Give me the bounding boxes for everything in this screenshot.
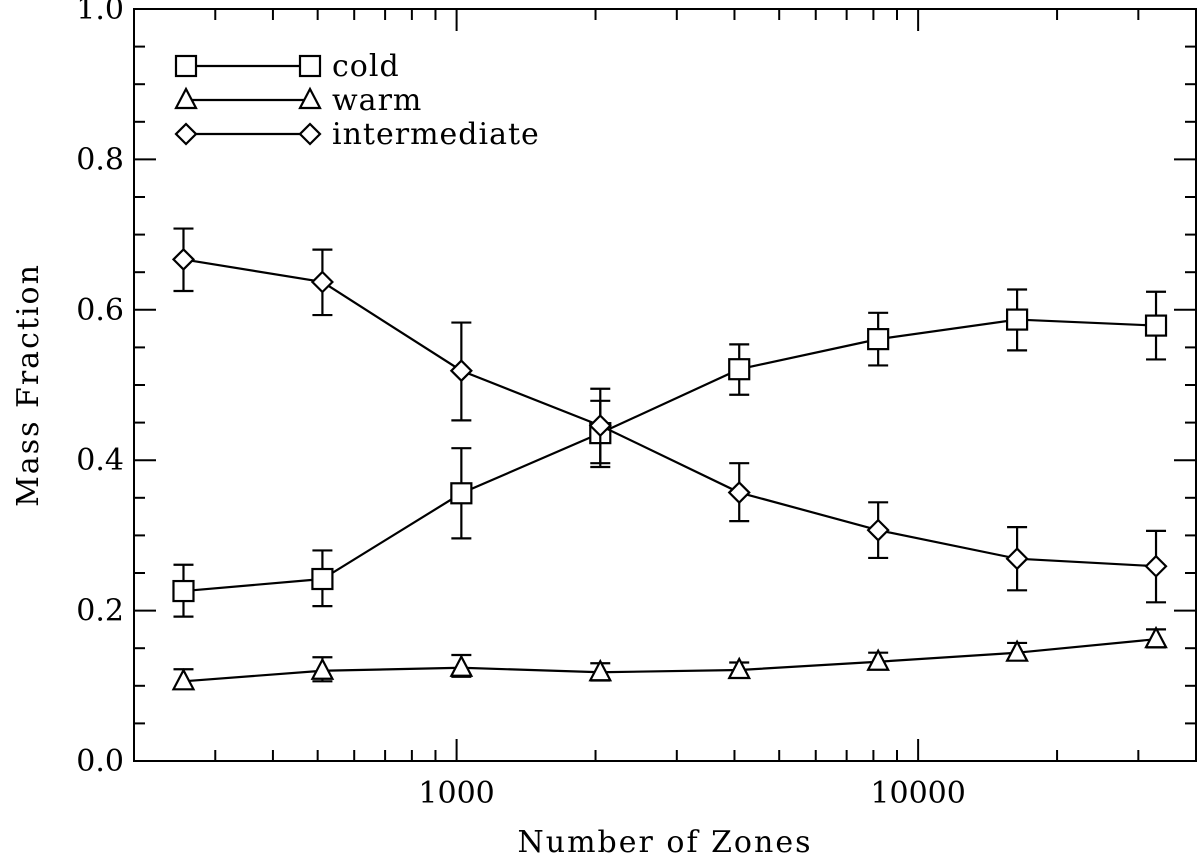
data-point-cold xyxy=(172,579,195,603)
data-point-intermediate xyxy=(866,518,890,542)
legend-item-intermediate: intermediate xyxy=(174,117,540,152)
legend-marker xyxy=(174,54,198,78)
plot-frame xyxy=(133,8,1197,762)
y-tick-label: 0.6 xyxy=(76,293,124,328)
data-point-intermediate xyxy=(588,414,612,438)
data-point-cold xyxy=(1005,308,1029,331)
y-tick-label: 0.0 xyxy=(76,744,124,779)
y-axis-title: Mass Fraction xyxy=(11,263,46,507)
data-point-cold xyxy=(1144,314,1168,337)
legend-label: warm xyxy=(332,83,422,118)
data-point-intermediate xyxy=(727,480,751,505)
data-point-warm xyxy=(310,657,335,680)
data-point-intermediate xyxy=(310,270,334,294)
y-tick-label: 1.0 xyxy=(76,0,124,27)
data-point-cold xyxy=(311,567,334,591)
data-point-warm xyxy=(727,656,752,680)
legend-marker xyxy=(298,54,322,78)
data-point-cold xyxy=(450,482,473,505)
data-point-intermediate xyxy=(1005,547,1029,571)
legend-item-cold: cold xyxy=(174,49,400,84)
data-series xyxy=(171,227,1168,691)
series-line-warm xyxy=(183,638,1157,683)
data-point-warm xyxy=(1144,625,1168,649)
data-point-warm xyxy=(1005,639,1029,662)
x-tick-label: 10000 xyxy=(870,776,965,811)
x-tick-label: 1000 xyxy=(418,776,494,811)
data-point-intermediate xyxy=(1144,554,1168,578)
series-line-cold xyxy=(183,318,1157,593)
data-point-cold xyxy=(728,358,751,381)
y-tick-label: 0.8 xyxy=(76,142,124,177)
series-line-intermediate xyxy=(183,258,1157,568)
x-axis-ticks: 1000 10000 xyxy=(133,9,1197,811)
data-point-warm xyxy=(449,654,474,677)
legend-marker xyxy=(174,86,198,110)
data-point-intermediate xyxy=(171,247,196,271)
series-intermediate xyxy=(171,227,1168,604)
y-axis-ticks: 0.0 0.2 0.4 0.6 0.8 1.0 xyxy=(76,0,1196,779)
x-axis-title: Number of Zones xyxy=(518,825,813,860)
legend-item-warm: warm xyxy=(174,83,422,118)
series-warm xyxy=(171,625,1168,691)
data-point-warm xyxy=(588,658,613,682)
data-point-intermediate xyxy=(449,359,473,383)
legend-marker xyxy=(298,86,322,110)
data-point-warm xyxy=(171,667,196,691)
data-point-warm xyxy=(866,648,890,671)
data-point-cold xyxy=(867,328,890,351)
legend-label: intermediate xyxy=(332,117,540,152)
legend-marker xyxy=(298,122,322,146)
legend-marker xyxy=(174,122,198,146)
y-tick-label: 0.4 xyxy=(76,443,124,478)
legend-label: cold xyxy=(332,49,400,84)
y-tick-label: 0.2 xyxy=(76,594,124,629)
